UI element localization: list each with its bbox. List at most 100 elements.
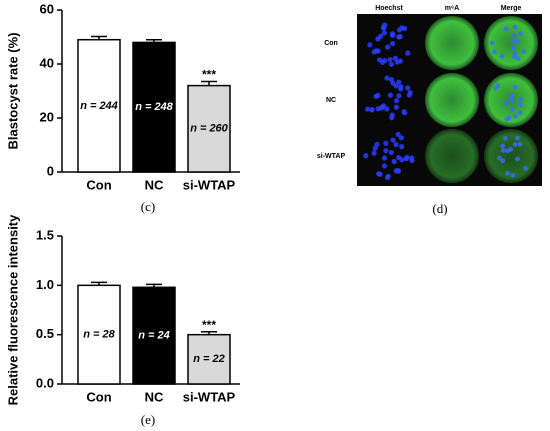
row-label: si-WTAP [317, 153, 346, 160]
merge-nucleus [500, 147, 506, 153]
nucleus [398, 84, 404, 90]
nucleus [402, 110, 408, 116]
merge-nucleus [512, 33, 517, 39]
embryo-merge [484, 16, 538, 70]
merge-nucleus [489, 40, 495, 46]
merge-nucleus [497, 155, 502, 161]
y-tick-label: 40 [40, 55, 54, 70]
merge-nucleus [493, 85, 499, 91]
x-tick-label: si-WTAP [183, 389, 236, 404]
nucleus [397, 58, 403, 64]
nucleus [365, 106, 371, 112]
bar-note: n = 24 [138, 330, 170, 342]
merge-nucleus [512, 84, 518, 90]
nucleus [381, 155, 388, 161]
nucleus [396, 93, 402, 99]
bar [77, 38, 121, 173]
nucleus [363, 153, 369, 159]
row-label: Con [324, 40, 338, 47]
bar-note: n = 28 [83, 329, 115, 341]
merge-nucleus [517, 110, 523, 116]
merge-nucleus [510, 106, 515, 112]
nucleus [403, 156, 409, 162]
merge-nucleus [503, 100, 509, 106]
nucleus [393, 98, 400, 104]
merge-nucleus [505, 170, 510, 176]
merge-nucleus [518, 31, 524, 36]
nucleus [395, 131, 401, 137]
nucleus [390, 137, 396, 143]
merge-nucleus [515, 39, 521, 45]
y-tick-label: 1.0 [36, 277, 54, 292]
nucleus [405, 50, 411, 56]
x-tick-label: Con [86, 177, 111, 192]
nucleus [387, 92, 394, 98]
nucleus [374, 141, 380, 147]
merge-nucleus [512, 51, 518, 57]
nucleus [371, 49, 377, 55]
nucleus [381, 25, 387, 31]
y-tick-label: 20 [40, 109, 54, 124]
nucleus [383, 148, 389, 154]
bar-note: n = 248 [135, 101, 173, 113]
nucleus [385, 44, 391, 50]
error-bar [91, 281, 107, 286]
nucleus [367, 42, 373, 48]
nucleus [406, 92, 412, 98]
bar [132, 41, 176, 173]
error-bar [146, 38, 162, 43]
nucleus [396, 79, 402, 85]
panel-label: (e) [141, 412, 155, 427]
error-bar [146, 283, 162, 288]
merge-nucleus [502, 135, 508, 141]
y-tick-label: 0 [47, 163, 54, 178]
nucleus [396, 34, 402, 40]
merge-nucleus [491, 49, 497, 55]
merge-nucleus [510, 45, 516, 51]
merge-nucleus [515, 135, 520, 141]
nucleus [382, 58, 388, 64]
nucleus [390, 80, 396, 86]
error-bar [201, 330, 217, 335]
x-tick-label: NC [145, 177, 164, 192]
y-tick-label: 0.0 [36, 375, 54, 390]
nucleus [383, 140, 389, 146]
bar [77, 284, 121, 385]
nucleus [399, 25, 405, 31]
merge-nucleus [512, 142, 518, 147]
merge-nucleus [515, 56, 521, 61]
embryo-m6a [425, 16, 479, 70]
nucleus [381, 30, 387, 36]
nucleus [375, 92, 381, 99]
row-label: NC [326, 97, 336, 104]
merge-nucleus [510, 39, 516, 44]
bar-note: n = 260 [190, 123, 228, 135]
nucleus [391, 158, 397, 165]
merge-nucleus [517, 102, 523, 108]
microscopy-panel [357, 14, 542, 186]
embryo-m6a [425, 129, 479, 183]
nucleus [388, 61, 395, 67]
merge-nucleus [510, 172, 516, 178]
nucleus [381, 163, 388, 169]
nucleus [389, 115, 395, 121]
nucleus [405, 85, 411, 91]
embryo-m6a [425, 73, 479, 127]
nucleus [389, 40, 396, 47]
nucleus [377, 171, 383, 177]
error-bar [201, 80, 217, 86]
panel-label: (d) [432, 201, 447, 216]
merge-nucleus [509, 92, 515, 98]
significance: *** [202, 68, 216, 82]
merge-nucleus [515, 156, 520, 162]
nucleus [372, 145, 378, 151]
bar [187, 333, 231, 385]
merge-nucleus [523, 165, 528, 171]
x-tick-label: NC [145, 389, 164, 404]
merge-nucleus [506, 115, 512, 120]
bar-note: n = 22 [193, 353, 225, 365]
nucleus [393, 104, 400, 110]
y-tick-label: 0.5 [36, 326, 54, 341]
panel-label: (c) [141, 199, 155, 214]
